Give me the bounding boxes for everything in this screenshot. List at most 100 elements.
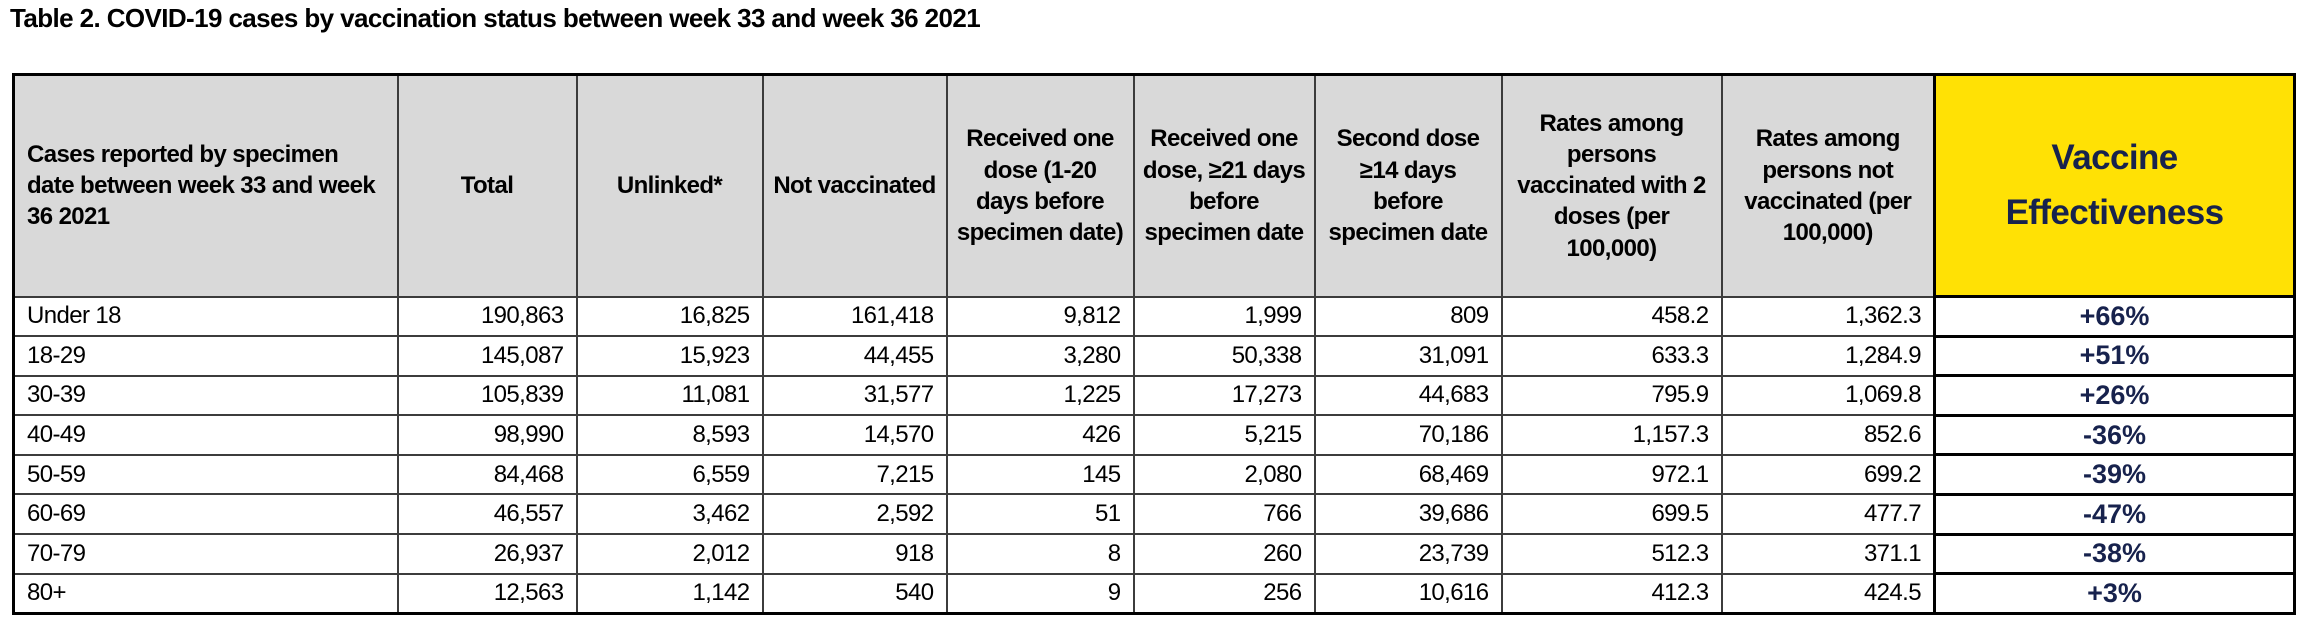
age-group-cell: 60-69 xyxy=(12,493,399,536)
value-cell: 145,087 xyxy=(396,335,578,377)
value-cell: 1,284.9 xyxy=(1720,335,1936,377)
value-cell: 161,418 xyxy=(761,295,948,338)
header-row: Cases reported by specimen date between … xyxy=(12,73,2296,298)
value-cell: 766 xyxy=(1132,493,1316,536)
value-cell: 98,990 xyxy=(396,414,578,456)
value-cell: 12,563 xyxy=(396,572,578,615)
value-cell: 1,999 xyxy=(1132,295,1316,338)
age-group-cell: 30-39 xyxy=(12,374,399,417)
value-cell: 1,362.3 xyxy=(1720,295,1936,338)
column-header-3: Not vaccinated xyxy=(761,73,948,298)
age-group-cell: 40-49 xyxy=(12,414,399,456)
vaccine-effectiveness-cell: +3% xyxy=(1933,572,2296,615)
value-cell: 1,225 xyxy=(945,374,1135,417)
vaccine-effectiveness-cell: -47% xyxy=(1933,492,2296,536)
age-group-cell: 50-59 xyxy=(12,453,399,496)
value-cell: 8,593 xyxy=(575,414,764,456)
column-header-4: Received one dose (1-20 days before spec… xyxy=(945,73,1135,298)
column-header-0: Cases reported by specimen date between … xyxy=(12,73,399,298)
value-cell: 3,462 xyxy=(575,493,764,536)
vaccine-effectiveness-cell: +26% xyxy=(1933,374,2296,417)
value-cell: 9 xyxy=(945,572,1135,615)
column-header-8: Rates among persons not vaccinated (per … xyxy=(1720,73,1936,298)
column-header-7: Rates among persons vaccinated with 2 do… xyxy=(1500,73,1723,298)
value-cell: 23,739 xyxy=(1313,533,1503,575)
age-group-cell: 80+ xyxy=(12,572,399,615)
table-row: 18-29 145,087 15,923 44,455 3,280 50,338 31,09… xyxy=(12,334,2296,378)
age-group-cell: 70-79 xyxy=(12,533,399,575)
value-cell: 540 xyxy=(761,572,948,615)
value-cell: 1,069.8 xyxy=(1720,374,1936,417)
value-cell: 39,686 xyxy=(1313,493,1503,536)
value-cell: 14,570 xyxy=(761,414,948,456)
value-cell: 11,081 xyxy=(575,374,764,417)
vaccine-effectiveness-header: Vaccine Effectiveness xyxy=(1933,73,2296,298)
value-cell: 8 xyxy=(945,533,1135,575)
value-cell: 51 xyxy=(945,493,1135,536)
value-cell: 46,557 xyxy=(396,493,578,536)
table-row: 40-49 98,990 8,593 14,570 426 5,215 70,186 1,15… xyxy=(12,413,2296,457)
value-cell: 809 xyxy=(1313,295,1503,338)
value-cell: 6,559 xyxy=(575,453,764,496)
value-cell: 50,338 xyxy=(1132,335,1316,377)
value-cell: 852.6 xyxy=(1720,414,1936,456)
value-cell: 145 xyxy=(945,453,1135,496)
value-cell: 44,455 xyxy=(761,335,948,377)
value-cell: 918 xyxy=(761,533,948,575)
age-group-cell: Under 18 xyxy=(12,295,399,338)
value-cell: 84,468 xyxy=(396,453,578,496)
vaccine-effectiveness-cell: -36% xyxy=(1933,413,2296,457)
value-cell: 3,280 xyxy=(945,335,1135,377)
value-cell: 9,812 xyxy=(945,295,1135,338)
table-row: 80+ 12,563 1,142 540 9 256 10,616 412.3 424.5 +3% xyxy=(12,572,2296,615)
table-row: 30-39 105,839 11,081 31,577 1,225 17,273 44,68… xyxy=(12,374,2296,417)
value-cell: 633.3 xyxy=(1500,335,1723,377)
value-cell: 426 xyxy=(945,414,1135,456)
value-cell: 70,186 xyxy=(1313,414,1503,456)
value-cell: 16,825 xyxy=(575,295,764,338)
column-header-5: Received one dose, ≥21 days before speci… xyxy=(1132,73,1316,298)
value-cell: 1,142 xyxy=(575,572,764,615)
column-header-2: Unlinked* xyxy=(575,73,764,298)
value-cell: 10,616 xyxy=(1313,572,1503,615)
value-cell: 68,469 xyxy=(1313,453,1503,496)
value-cell: 424.5 xyxy=(1720,572,1936,615)
value-cell: 458.2 xyxy=(1500,295,1723,338)
value-cell: 31,091 xyxy=(1313,335,1503,377)
value-cell: 26,937 xyxy=(396,533,578,575)
table-row: 70-79 26,937 2,012 918 8 260 23,739 512.3 371.1-… xyxy=(12,532,2296,576)
value-cell: 5,215 xyxy=(1132,414,1316,456)
vaccine-effectiveness-cell: +66% xyxy=(1933,295,2296,338)
value-cell: 699.5 xyxy=(1500,493,1723,536)
value-cell: 2,592 xyxy=(761,493,948,536)
table-row: 50-59 84,468 6,559 7,215 145 2,080 68,469 972.1… xyxy=(12,453,2296,496)
column-header-6: Second dose ≥14 days before specimen dat… xyxy=(1313,73,1503,298)
value-cell: 105,839 xyxy=(396,374,578,417)
vaccine-effectiveness-cell: -39% xyxy=(1933,453,2296,496)
vaccine-effectiveness-cell: +51% xyxy=(1933,334,2296,378)
value-cell: 31,577 xyxy=(761,374,948,417)
value-cell: 699.2 xyxy=(1720,453,1936,496)
value-cell: 972.1 xyxy=(1500,453,1723,496)
table-row: Under 18 190,863 16,825 161,418 9,812 1,999 80… xyxy=(12,295,2296,338)
value-cell: 477.7 xyxy=(1720,493,1936,536)
value-cell: 371.1 xyxy=(1720,533,1936,575)
value-cell: 512.3 xyxy=(1500,533,1723,575)
value-cell: 2,012 xyxy=(575,533,764,575)
value-cell: 1,157.3 xyxy=(1500,414,1723,456)
value-cell: 256 xyxy=(1132,572,1316,615)
value-cell: 7,215 xyxy=(761,453,948,496)
value-cell: 260 xyxy=(1132,533,1316,575)
value-cell: 44,683 xyxy=(1313,374,1503,417)
value-cell: 17,273 xyxy=(1132,374,1316,417)
value-cell: 190,863 xyxy=(396,295,578,338)
value-cell: 795.9 xyxy=(1500,374,1723,417)
value-cell: 2,080 xyxy=(1132,453,1316,496)
age-group-cell: 18-29 xyxy=(12,335,399,377)
covid-cases-table: Cases reported by specimen date between … xyxy=(12,73,2296,615)
value-cell: 412.3 xyxy=(1500,572,1723,615)
table-row: 60-69 46,557 3,462 2,592 51 766 39,686 699.5 477… xyxy=(12,492,2296,536)
column-header-1: Total xyxy=(396,73,578,298)
table-body: Under 18 190,863 16,825 161,418 9,812 1,999 80… xyxy=(12,295,2296,615)
